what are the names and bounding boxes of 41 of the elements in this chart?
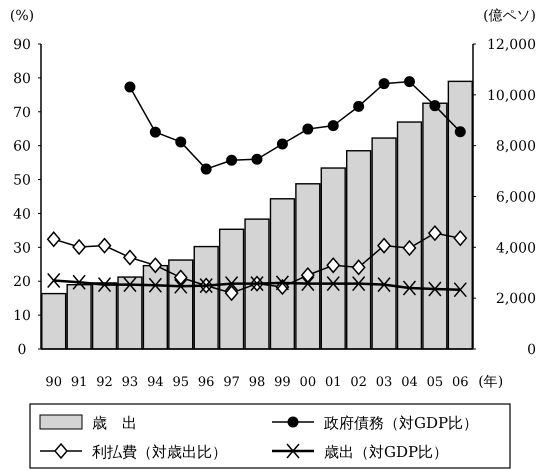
legend-label: 歳出（対GDP比） [324,443,448,461]
y2-tick-label: 0 [527,342,536,358]
legend-label: 歳 出 [92,414,137,432]
x-tick-label: 04 [401,375,418,390]
x-tick-label: 00 [300,375,316,390]
x-tick-label: 97 [223,375,240,390]
y-tick-label: 10 [13,308,31,324]
x-tick-label: 05 [426,375,444,390]
y-tick-label: 80 [13,70,31,87]
x-tick-label: 98 [248,375,266,390]
x-tick-label: 06 [452,375,469,390]
legend-label: 政府債務（対GDP比） [324,414,478,432]
y2-tick-label: 12,000 [487,37,536,53]
x-tick-label: 01 [324,375,342,390]
y2-tick-label: 6,000 [496,190,536,206]
x-tick-label: 91 [70,375,88,390]
x-tick-label: 99 [274,375,291,390]
y2-tick-label: 2,000 [496,291,536,308]
y-tick-label: 70 [13,104,31,121]
x-tick-label: 94 [147,375,164,390]
y-tick-label: 20 [13,274,31,290]
legend-label: 利払費（対歳出比） [92,443,227,461]
y-tick-label: 60 [13,138,31,155]
y2-tick-label: 10,000 [487,88,536,104]
y-axis-title: (%) [10,8,34,24]
y-tick-label: 40 [13,206,31,222]
y-tick-label: 30 [13,240,31,256]
x-tick-label: 93 [122,375,138,390]
x-tick-label: 02 [350,375,367,390]
x-tick-label: 96 [198,375,214,390]
x-tick-label: 92 [96,375,113,390]
y-tick-label: 90 [13,37,31,53]
y-tick-label: 50 [13,172,31,189]
x-tick-label: 90 [45,375,62,390]
y2-tick-label: 8,000 [496,138,536,155]
y-tick-label: 0 [18,342,26,358]
x-tick-label: 03 [376,375,392,390]
y2-axis-title: (億ペソ) [483,8,536,24]
x-tick-label: 95 [172,375,190,390]
x-axis-title: (年) [478,374,504,390]
y2-tick-label: 4,000 [496,240,536,256]
